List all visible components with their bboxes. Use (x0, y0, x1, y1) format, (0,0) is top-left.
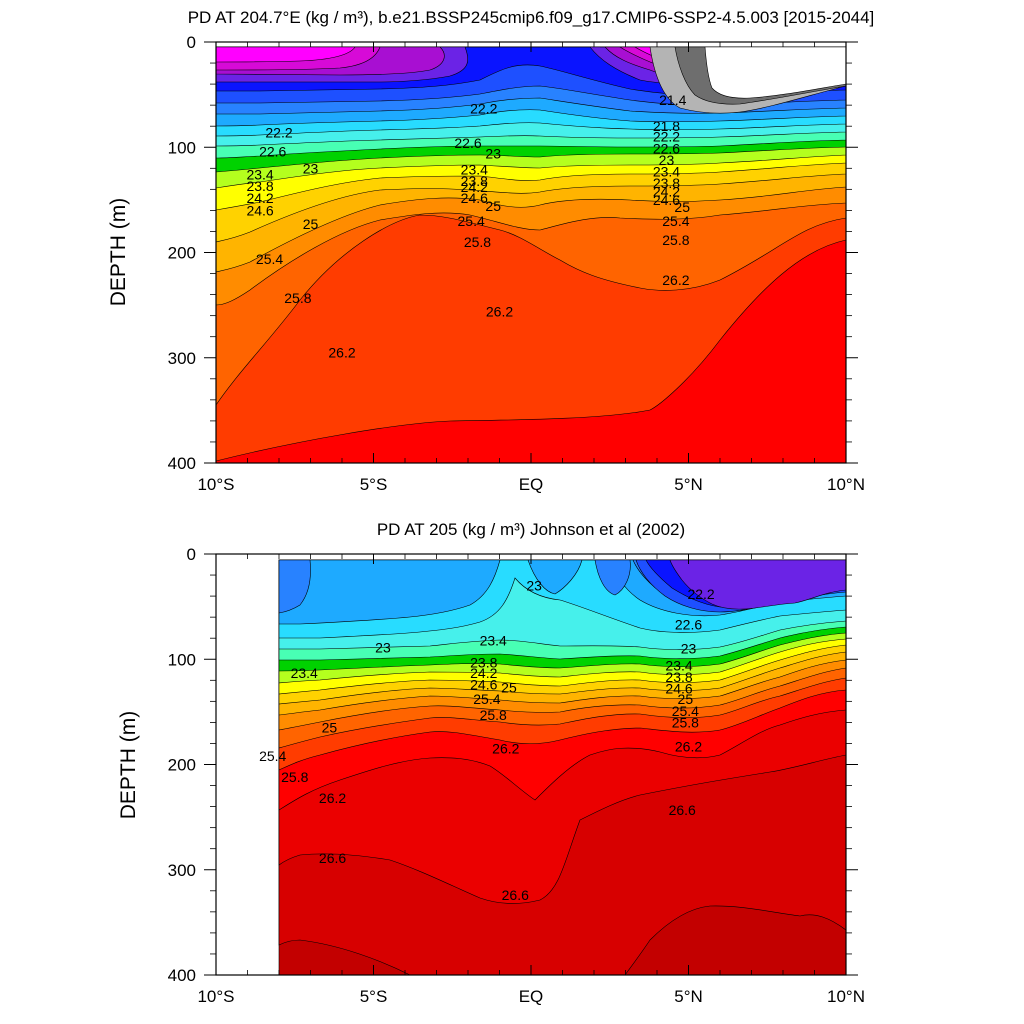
contour-label: 25.4 (672, 703, 699, 719)
y-axis-label-bottom: DEPTH (m) (117, 711, 140, 820)
panel-bottom: PD AT 205 (kg / m³) Johnson et al (2002) (117, 520, 865, 1006)
contour-label: 25.4 (473, 691, 500, 707)
contour-label: 23 (526, 578, 542, 594)
fill-band (669, 559, 846, 610)
contour-label: 23.4 (246, 167, 273, 183)
contour-label: 23.8 (470, 654, 497, 670)
contour-label: 26.6 (502, 887, 529, 903)
y-tick-label: 300 (168, 861, 196, 880)
axis-ticks-bottom: 10°S 5°S EQ 5°N 10°N 0 100 200 300 400 (168, 545, 865, 1006)
x-tick-label: 10°S (197, 987, 234, 1006)
panel-bottom-title: PD AT 205 (kg / m³) Johnson et al (2002) (377, 520, 685, 539)
axis-ticks-top: 10°S 5°S EQ 5°N 10°N 0 100 200 300 400 (168, 33, 865, 494)
y-tick-label: 100 (168, 138, 196, 157)
y-tick-label: 400 (168, 966, 196, 985)
panel-top-title: PD AT 204.7°E (kg / m³), b.e21.BSSP245cm… (188, 8, 875, 27)
x-tick-label: 10°N (827, 987, 865, 1006)
contour-label: 23 (375, 640, 391, 656)
contour-label: 25.4 (256, 251, 283, 267)
contour-label: 23.4 (665, 658, 692, 674)
contour-label: 25.4 (662, 213, 689, 229)
contour-label: 25.8 (281, 769, 308, 785)
contour-label: 22.2 (653, 129, 680, 145)
contour-label: 26.2 (492, 741, 519, 757)
x-tick-label: 5°N (674, 987, 703, 1006)
contour-label: 25 (501, 680, 517, 696)
contour-label: 26.2 (319, 790, 346, 806)
contour-label: 24.6 (246, 202, 273, 218)
contour-label: 25.4 (259, 748, 286, 764)
panel-top: PD AT 204.7°E (kg / m³), b.e21.BSSP245cm… (107, 8, 874, 494)
contour-fill-bottom (278, 559, 846, 975)
contour-label: 23 (659, 152, 675, 168)
contour-label: 23 (485, 146, 501, 162)
contour-label: 22.6 (675, 617, 702, 633)
contour-label: 24.6 (665, 681, 692, 697)
contour-label: 22.2 (265, 125, 292, 141)
y-tick-label: 400 (168, 454, 196, 473)
contour-label: 26.2 (486, 303, 513, 319)
x-tick-label: 5°S (360, 987, 388, 1006)
contour-label: 22.6 (653, 140, 680, 156)
contour-label: 26.2 (662, 272, 689, 288)
contour-label: 25 (678, 691, 694, 707)
contour-label: 23.8 (665, 669, 692, 685)
contour-label: 23.4 (653, 163, 680, 179)
contour-label: 25 (674, 199, 690, 215)
contour-label: 23.8 (653, 175, 680, 191)
contour-label: 22.2 (470, 100, 497, 116)
contour-label: 24.2 (246, 190, 273, 206)
y-tick-label: 0 (187, 33, 196, 52)
y-tick-label: 100 (168, 650, 196, 669)
contour-label: 25.8 (672, 714, 699, 730)
contour-label: 21.8 (653, 118, 680, 134)
contour-fill-top (216, 46, 846, 463)
contour-label: 26.6 (319, 850, 346, 866)
contour-label: 24.2 (470, 665, 497, 681)
x-tick-label: 5°N (674, 475, 703, 494)
contour-label: 24.2 (461, 179, 488, 195)
contour-label: 23.8 (246, 178, 273, 194)
contour-label: 23.8 (461, 173, 488, 189)
contour-label: 26.6 (669, 802, 696, 818)
x-tick-label: 5°S (360, 475, 388, 494)
contour-label: 25.4 (458, 213, 485, 229)
contour-label: 25.8 (662, 232, 689, 248)
contour-label: 24.2 (653, 183, 680, 199)
contour-label: 25.8 (284, 290, 311, 306)
contour-label: 25 (303, 216, 319, 232)
x-tick-label: 10°N (827, 475, 865, 494)
contour-label: 25 (322, 720, 338, 736)
y-axis-label-top: DEPTH (m) (107, 198, 130, 307)
contour-label: 23.4 (480, 632, 507, 648)
y-tick-label: 300 (168, 349, 196, 368)
y-tick-label: 200 (168, 756, 196, 775)
contour-label: 22.6 (259, 143, 286, 159)
contour-label: 23.4 (291, 665, 318, 681)
contour-label: 25 (485, 198, 501, 214)
contour-label: 22.6 (454, 135, 481, 151)
x-tick-label: 10°S (197, 475, 234, 494)
contour-label: 25.8 (480, 707, 507, 723)
contour-label: 23 (303, 160, 319, 176)
contour-label: 23 (681, 641, 697, 657)
x-tick-label: EQ (519, 987, 544, 1006)
contour-label: 23.4 (461, 161, 488, 177)
contour-label: 26.2 (675, 739, 702, 755)
contour-label: 24.6 (653, 192, 680, 208)
contour-label: 24.6 (470, 677, 497, 693)
contour-label: 26.2 (328, 344, 355, 360)
contour-label: 24.6 (461, 190, 488, 206)
x-tick-label: EQ (519, 475, 544, 494)
y-tick-label: 0 (187, 545, 196, 564)
fill-band (704, 46, 846, 99)
contour-label: 25.8 (464, 234, 491, 250)
contour-label: 22.2 (687, 586, 714, 602)
contour-label: 21.4 (659, 92, 686, 108)
y-tick-label: 200 (168, 244, 196, 263)
